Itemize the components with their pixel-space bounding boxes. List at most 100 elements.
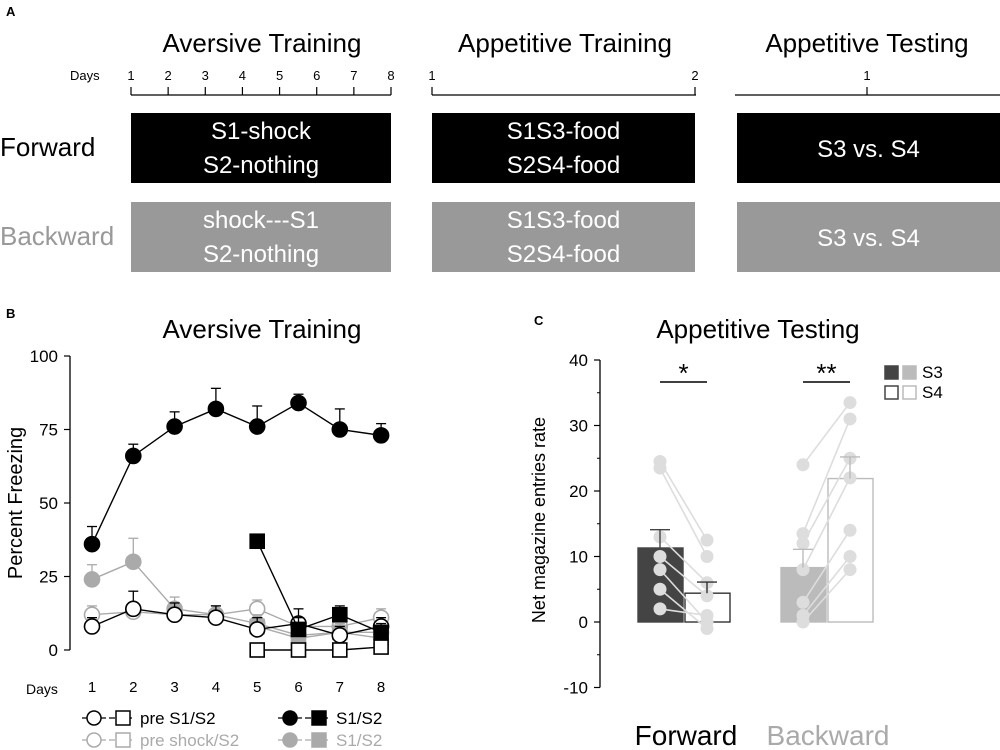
subject-line	[802, 477, 851, 570]
y-tick-label: 75	[39, 421, 58, 440]
subject-point	[796, 458, 810, 472]
subject-line	[802, 457, 851, 544]
data-point	[248, 621, 266, 638]
legend-swatch	[902, 385, 917, 400]
panel-a-letter: A	[6, 4, 16, 19]
series-2	[249, 533, 389, 641]
subject-point	[843, 396, 857, 410]
row-label: Backward	[0, 221, 114, 251]
subject-line	[659, 536, 708, 584]
y-tick-label: 25	[39, 568, 58, 587]
row-label: Forward	[0, 132, 95, 162]
subject-point	[700, 622, 714, 636]
panel-a-protocol: A Days Aversive Training 1 2 3 4 5 6 7 8 Appetitiv…	[0, 4, 1000, 272]
legend: pre S1/S2 S1/S2 pre shock/S2 S1/S2	[82, 709, 382, 750]
legend-square	[311, 710, 327, 726]
legend-square	[311, 732, 327, 748]
data-point	[290, 621, 307, 638]
subject-point	[653, 602, 667, 616]
timeline-day-label: 1	[863, 68, 870, 83]
subject-line	[802, 418, 851, 534]
subject-point	[700, 533, 714, 547]
subject-line	[659, 608, 708, 617]
panel-c-letter: C	[534, 313, 544, 328]
data-point	[166, 418, 183, 435]
data-point	[290, 394, 307, 412]
data-point	[125, 600, 142, 618]
protocol-text: shock---S1	[203, 207, 319, 234]
subject-line	[659, 569, 708, 623]
y-axis-label: Net magazine entries rate	[529, 417, 549, 623]
subject-point	[653, 582, 667, 596]
protocol-text: S3 vs. S4	[817, 136, 920, 163]
subject-point	[653, 563, 667, 577]
legend-square	[115, 732, 131, 748]
y-tick-label: 40	[569, 351, 588, 370]
legend-text: pre shock/S2	[140, 731, 239, 750]
group-label: Backward	[767, 720, 890, 750]
subject-line	[659, 467, 708, 557]
protocol-box	[432, 113, 695, 183]
x-axis-label: Days	[26, 681, 58, 697]
x-tick-label: 1	[88, 679, 96, 696]
days-label: Days	[70, 68, 100, 83]
group-label: Forward	[635, 720, 738, 750]
data-point	[331, 606, 348, 623]
x-tick-label: 6	[294, 679, 302, 696]
series-1	[83, 387, 390, 553]
timeline-day-label: 3	[202, 68, 209, 83]
protocol-box	[737, 113, 1000, 183]
data-point	[249, 533, 265, 550]
panel-c-testing-chart: C Appetitive Testing -10 0 10 20 30 40 Net magaz…	[529, 313, 943, 750]
y-tick-label: -10	[563, 679, 588, 698]
subject-point	[796, 527, 810, 541]
data-point	[125, 447, 142, 465]
data-point	[373, 624, 389, 641]
subject-point	[700, 608, 714, 622]
subject-line	[802, 556, 851, 616]
timeline-day-label: 7	[350, 68, 357, 83]
section-title: Appetitive Testing	[765, 28, 968, 58]
section-title: Appetitive Training	[458, 28, 672, 58]
series-line	[257, 646, 382, 651]
x-tick-label: 8	[377, 679, 385, 696]
data-point	[331, 642, 348, 658]
data-point	[207, 609, 225, 626]
subject-point	[843, 563, 857, 577]
data-point	[290, 642, 307, 658]
timeline-day-label: 1	[428, 68, 435, 83]
legend-text: S1/S2	[336, 731, 382, 750]
data-point	[166, 606, 183, 624]
legend-text: S4	[922, 383, 943, 402]
subject-point	[796, 615, 810, 629]
significance-mark: *	[678, 358, 688, 388]
protocol-text: S3 vs. S4	[817, 225, 920, 252]
data-point	[373, 639, 389, 655]
legend-text: S1/S2	[336, 709, 382, 728]
timeline-day-label: 4	[239, 68, 246, 83]
subject-line	[659, 555, 708, 597]
data-point	[83, 535, 101, 553]
chart-title: Appetitive Testing	[656, 314, 859, 344]
timeline-day-label: 1	[127, 68, 134, 83]
data-point	[249, 642, 265, 658]
protocol-box	[737, 202, 1000, 272]
legend-circle	[282, 710, 298, 726]
legend-circle	[282, 732, 298, 748]
protocol-box	[432, 202, 695, 272]
data-point	[248, 418, 266, 435]
x-tick-label: 4	[212, 679, 220, 696]
x-tick-label: 7	[336, 679, 344, 696]
x-tick-label: 5	[253, 679, 261, 696]
data-point	[331, 626, 349, 644]
data-point	[331, 421, 349, 438]
protocol-box	[131, 202, 391, 272]
timeline-day-label: 5	[276, 68, 283, 83]
subject-point	[843, 550, 857, 563]
protocol-text: S1S3-food	[507, 207, 620, 234]
y-tick-label: 50	[39, 494, 58, 513]
subject-point	[796, 536, 810, 550]
protocol-text: S1-shock	[211, 118, 312, 145]
data-point	[83, 618, 101, 635]
data-point	[125, 553, 142, 571]
